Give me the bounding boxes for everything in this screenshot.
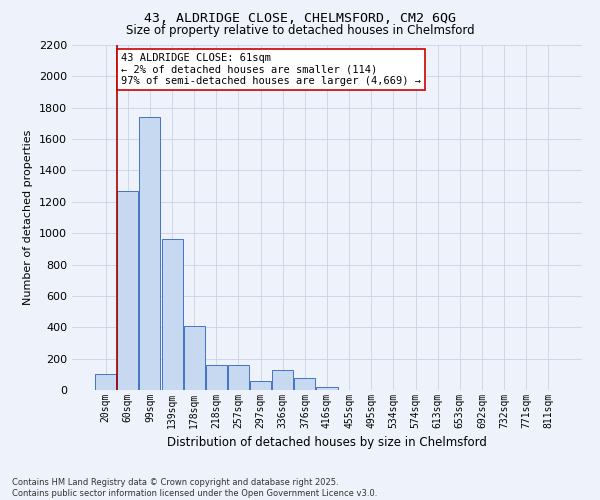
Text: Contains HM Land Registry data © Crown copyright and database right 2025.
Contai: Contains HM Land Registry data © Crown c…: [12, 478, 377, 498]
Text: 43 ALDRIDGE CLOSE: 61sqm
← 2% of detached houses are smaller (114)
97% of semi-d: 43 ALDRIDGE CLOSE: 61sqm ← 2% of detache…: [121, 53, 421, 86]
Bar: [228, 365, 249, 390]
Bar: [184, 326, 205, 390]
Bar: [316, 387, 338, 390]
Text: 43, ALDRIDGE CLOSE, CHELMSFORD, CM2 6QG: 43, ALDRIDGE CLOSE, CHELMSFORD, CM2 6QG: [144, 12, 456, 26]
Bar: [95, 374, 116, 390]
Y-axis label: Number of detached properties: Number of detached properties: [23, 130, 34, 305]
Bar: [139, 117, 160, 390]
Bar: [250, 380, 271, 390]
X-axis label: Distribution of detached houses by size in Chelmsford: Distribution of detached houses by size …: [167, 436, 487, 450]
Bar: [272, 370, 293, 390]
Text: Size of property relative to detached houses in Chelmsford: Size of property relative to detached ho…: [125, 24, 475, 37]
Bar: [295, 378, 316, 390]
Bar: [206, 365, 227, 390]
Bar: [118, 191, 139, 390]
Bar: [161, 240, 182, 390]
